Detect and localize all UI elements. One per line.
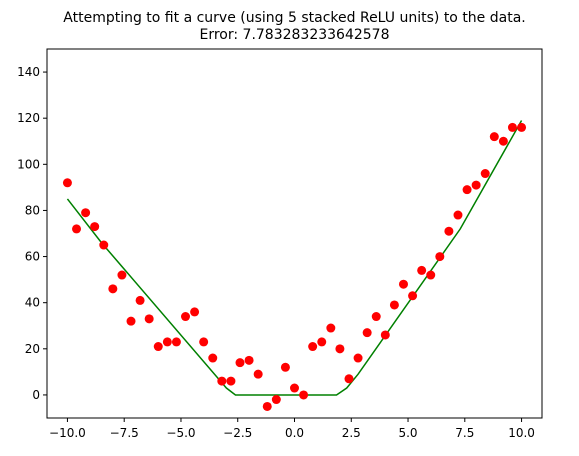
data-point xyxy=(144,314,154,324)
x-tick-label: 2.5 xyxy=(342,426,361,440)
data-point xyxy=(389,300,399,310)
data-point xyxy=(317,337,327,347)
x-tick-label: 5.0 xyxy=(398,426,417,440)
data-point xyxy=(335,344,345,354)
data-point xyxy=(408,291,418,301)
data-point xyxy=(489,132,499,142)
data-point xyxy=(199,337,209,347)
plot-area xyxy=(62,120,527,411)
data-point xyxy=(226,376,236,386)
data-point xyxy=(99,240,109,250)
data-point xyxy=(362,328,372,338)
data-point xyxy=(135,295,145,305)
data-point xyxy=(72,224,82,234)
data-point xyxy=(371,312,381,322)
x-tick-label: −7.5 xyxy=(110,426,139,440)
data-point xyxy=(435,252,445,262)
data-point xyxy=(444,226,454,236)
data-point xyxy=(471,180,481,190)
data-point xyxy=(253,369,263,379)
data-point xyxy=(162,337,172,347)
data-point xyxy=(507,122,517,132)
data-point xyxy=(326,323,336,333)
data-point xyxy=(453,210,463,220)
data-point xyxy=(380,330,390,340)
data-point xyxy=(299,390,309,400)
data-point xyxy=(244,355,254,365)
x-tick-label: 7.5 xyxy=(455,426,474,440)
data-point xyxy=(290,383,299,393)
axes-frame xyxy=(46,48,543,419)
y-tick-label: 100 xyxy=(17,157,40,171)
data-point xyxy=(462,185,472,195)
data-point xyxy=(181,312,191,322)
data-point xyxy=(271,395,281,405)
data-point xyxy=(308,342,318,352)
data-point xyxy=(217,376,227,386)
data-point xyxy=(517,122,527,132)
data-point xyxy=(417,265,427,275)
data-point xyxy=(108,284,118,294)
data-point xyxy=(90,222,100,232)
data-point xyxy=(190,307,200,317)
data-point xyxy=(153,342,163,352)
data-point xyxy=(398,279,408,289)
y-tick-label: 40 xyxy=(25,296,40,310)
y-tick-label: 80 xyxy=(25,203,40,217)
data-point xyxy=(344,374,354,384)
data-point xyxy=(353,353,363,363)
x-tick-label: −2.5 xyxy=(223,426,252,440)
chart-subtitle: Error: 7.783283233642578 xyxy=(199,27,389,43)
data-point xyxy=(262,401,272,411)
chart-title: Attempting to fit a curve (using 5 stack… xyxy=(63,10,525,26)
x-tick-label: −5.0 xyxy=(166,426,195,440)
y-tick-label: 0 xyxy=(32,388,40,402)
x-tick-label: 10.0 xyxy=(508,426,535,440)
data-point xyxy=(62,178,72,188)
y-tick-label: 20 xyxy=(25,342,40,356)
y-tick-label: 140 xyxy=(17,65,40,79)
data-point xyxy=(171,337,181,347)
data-point xyxy=(81,208,91,218)
fit-line xyxy=(66,120,523,396)
x-axis-ticks: −10.0 −7.5 −5.0 −2.5 0.0 2.5 5.0 7.5 10.0 xyxy=(49,418,535,440)
x-tick-label: −10.0 xyxy=(49,426,86,440)
data-point xyxy=(480,169,490,179)
data-point xyxy=(498,136,508,146)
data-point xyxy=(117,270,127,280)
data-point xyxy=(426,270,436,280)
y-tick-label: 60 xyxy=(25,250,40,264)
y-tick-label: 120 xyxy=(17,111,40,125)
data-point xyxy=(126,316,136,326)
x-tick-label: 0.0 xyxy=(285,426,304,440)
y-axis-ticks: 0 20 40 60 80 100 120 140 xyxy=(17,65,47,402)
data-point xyxy=(280,362,290,372)
data-point xyxy=(208,353,218,363)
data-point xyxy=(235,358,245,368)
